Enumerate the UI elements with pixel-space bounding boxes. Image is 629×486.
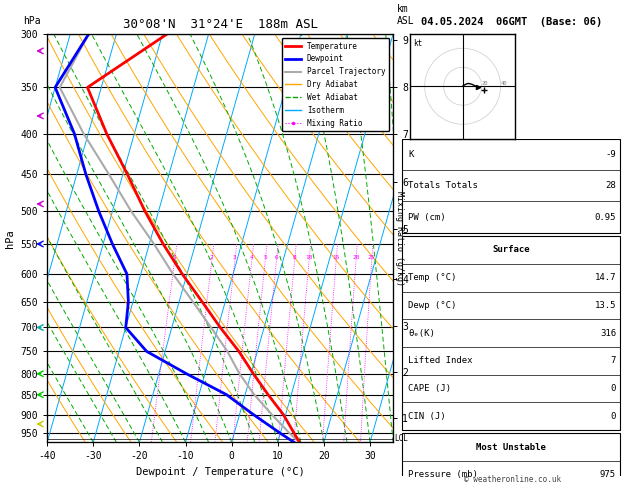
Text: kt: kt xyxy=(413,39,423,48)
Text: km
ASL: km ASL xyxy=(397,4,415,26)
Text: CIN (J): CIN (J) xyxy=(408,412,446,421)
Text: hPa: hPa xyxy=(23,16,41,26)
Y-axis label: Mixing Ratio (g/kg): Mixing Ratio (g/kg) xyxy=(395,191,404,286)
Text: 28: 28 xyxy=(605,181,616,190)
Text: 3: 3 xyxy=(233,255,237,260)
Text: 14.7: 14.7 xyxy=(594,273,616,282)
Text: 6: 6 xyxy=(274,255,278,260)
Text: Lifted Index: Lifted Index xyxy=(408,356,473,365)
Text: 13.5: 13.5 xyxy=(594,301,616,310)
Text: 2: 2 xyxy=(209,255,213,260)
Text: 5: 5 xyxy=(263,255,267,260)
Text: 15: 15 xyxy=(332,255,340,260)
Text: 316: 316 xyxy=(600,329,616,338)
Text: Most Unstable: Most Unstable xyxy=(476,443,546,451)
Text: 7: 7 xyxy=(611,356,616,365)
Text: CAPE (J): CAPE (J) xyxy=(408,384,452,393)
Y-axis label: hPa: hPa xyxy=(5,229,15,247)
Bar xyxy=(402,434,620,486)
Text: 0.95: 0.95 xyxy=(594,212,616,222)
Bar xyxy=(402,139,620,233)
Text: 20: 20 xyxy=(482,81,488,87)
Bar xyxy=(402,236,620,430)
Text: 20: 20 xyxy=(352,255,360,260)
Text: Totals Totals: Totals Totals xyxy=(408,181,478,190)
Text: 04.05.2024  06GMT  (Base: 06): 04.05.2024 06GMT (Base: 06) xyxy=(421,17,603,27)
X-axis label: Dewpoint / Temperature (°C): Dewpoint / Temperature (°C) xyxy=(136,467,304,477)
Text: -9: -9 xyxy=(605,150,616,159)
Text: LCL: LCL xyxy=(394,434,408,443)
Text: © weatheronline.co.uk: © weatheronline.co.uk xyxy=(464,474,561,484)
Text: Pressure (mb): Pressure (mb) xyxy=(408,470,478,479)
Text: Surface: Surface xyxy=(493,245,530,255)
Text: 1: 1 xyxy=(172,255,176,260)
Text: Temp (°C): Temp (°C) xyxy=(408,273,457,282)
Text: θₑ(K): θₑ(K) xyxy=(408,329,435,338)
Title: 30°08'N  31°24'E  188m ASL: 30°08'N 31°24'E 188m ASL xyxy=(123,18,318,32)
Text: Dewp (°C): Dewp (°C) xyxy=(408,301,457,310)
Legend: Temperature, Dewpoint, Parcel Trajectory, Dry Adiabat, Wet Adiabat, Isotherm, Mi: Temperature, Dewpoint, Parcel Trajectory… xyxy=(282,38,389,131)
Text: 10: 10 xyxy=(305,255,313,260)
Text: PW (cm): PW (cm) xyxy=(408,212,446,222)
Text: 25: 25 xyxy=(368,255,376,260)
Text: 975: 975 xyxy=(600,470,616,479)
Text: 8: 8 xyxy=(292,255,296,260)
Text: K: K xyxy=(408,150,414,159)
Text: 4: 4 xyxy=(250,255,253,260)
Text: 0: 0 xyxy=(611,412,616,421)
Text: 40: 40 xyxy=(501,81,507,87)
Text: 0: 0 xyxy=(611,384,616,393)
